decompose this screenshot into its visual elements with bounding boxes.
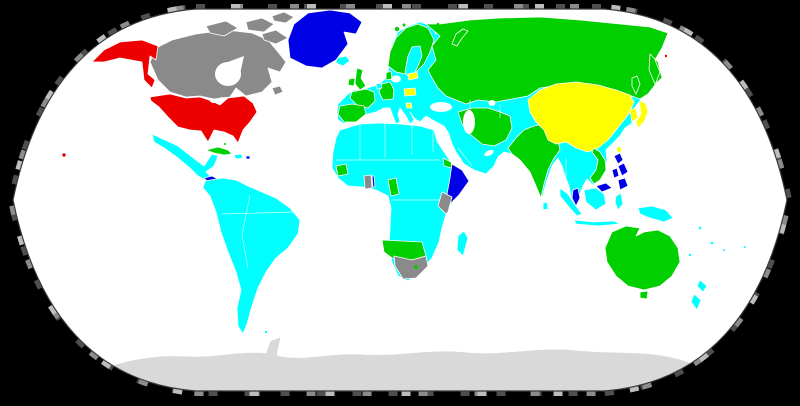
region-albania [405, 102, 413, 109]
region-malaysia [571, 182, 613, 207]
persian-gulf [484, 149, 494, 157]
region-cuba [205, 146, 233, 156]
region-new-caledonia [688, 253, 692, 257]
region-bering-islet [664, 54, 668, 58]
region-somalia [446, 163, 470, 205]
region-usa [149, 93, 258, 144]
region-russia [425, 16, 669, 105]
region-sri-lanka [542, 201, 549, 211]
region-cameroon [387, 177, 400, 197]
region-lesotho [414, 265, 418, 269]
region-pacific-islands-2 [710, 241, 714, 245]
region-togo-sliver [371, 175, 376, 188]
region-tasmania [639, 290, 649, 300]
region-franz-josef [436, 22, 440, 26]
map-outline [12, 8, 788, 392]
region-taiwan [615, 145, 623, 154]
region-alaska [91, 39, 159, 89]
region-arctic-islands [205, 11, 295, 45]
region-iberia [337, 103, 367, 123]
region-franz-josef-2 [444, 24, 446, 26]
region-iceland [335, 55, 351, 67]
region-greenland [287, 9, 363, 69]
region-korea [629, 107, 639, 123]
region-puerto-rico [245, 155, 251, 160]
region-philippines [611, 152, 629, 191]
region-bahamas [224, 143, 226, 145]
region-uk [354, 67, 367, 91]
region-ghana [363, 174, 373, 190]
region-japan [635, 99, 649, 129]
region-india [507, 123, 561, 199]
region-china-mongolia [527, 81, 635, 153]
region-fiji [744, 246, 746, 248]
region-france [349, 88, 376, 109]
region-south-america [202, 177, 301, 335]
aral-sea [488, 100, 496, 106]
region-lithuania [407, 71, 419, 81]
region-vietnam [589, 147, 607, 185]
region-novaya-zemlya [451, 28, 469, 47]
black-sea [430, 102, 452, 112]
region-ireland [347, 77, 356, 87]
region-mexico-central-america [151, 133, 219, 181]
region-pacific-islands-3 [723, 249, 725, 251]
region-new-zealand [690, 279, 708, 311]
region-madagascar [456, 230, 469, 257]
region-south-africa [393, 255, 429, 280]
region-hungary [403, 87, 417, 97]
region-antarctica [85, 336, 717, 391]
caspian-sea [463, 110, 475, 134]
region-kenya [437, 191, 453, 215]
region-africa [331, 122, 469, 282]
region-new-guinea [637, 205, 674, 223]
region-hawaii [62, 153, 66, 157]
country-borders [221, 100, 567, 269]
region-falklands [264, 330, 268, 334]
region-svalbard-2 [402, 23, 406, 27]
baltic-sea [391, 75, 401, 83]
region-netherlands [375, 82, 383, 90]
region-hispaniola [233, 153, 244, 160]
great-lakes [210, 99, 218, 103]
great-lakes-2 [219, 97, 225, 101]
region-australia [604, 225, 681, 291]
hudson-bay-inlet [228, 56, 244, 74]
region-indonesia [559, 187, 624, 227]
region-guinea [335, 163, 349, 177]
region-svalbard [394, 26, 400, 32]
region-pacific-islands [698, 226, 702, 230]
